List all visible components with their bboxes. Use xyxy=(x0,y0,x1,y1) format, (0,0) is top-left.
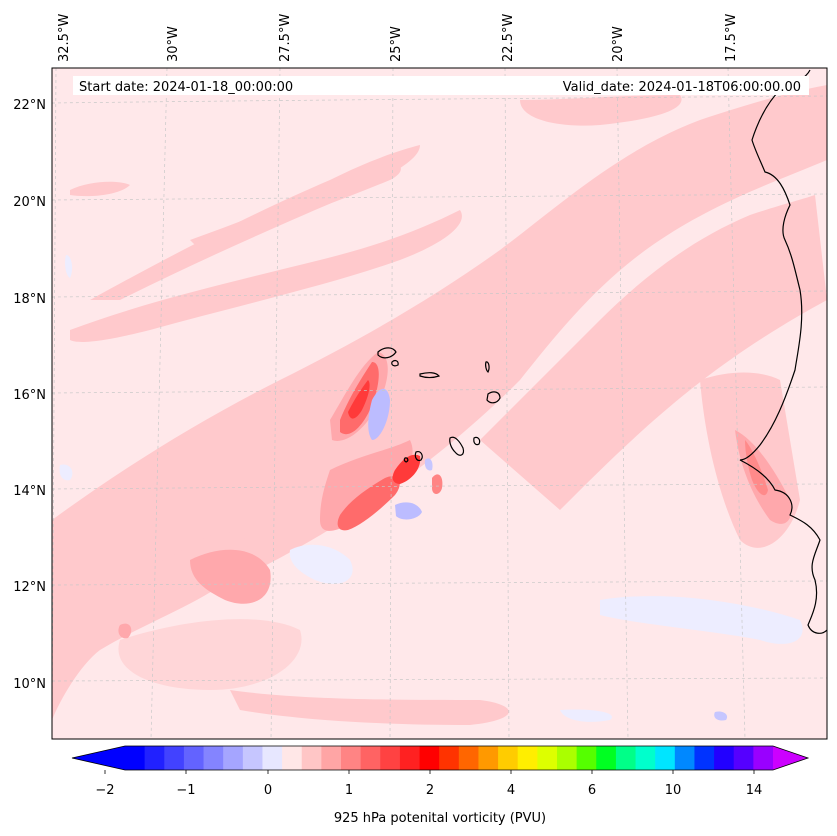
lon-label: 32.5°W xyxy=(57,14,72,62)
pv-contour-negative xyxy=(59,255,803,722)
island-santiago xyxy=(449,436,465,456)
colorbar-segment xyxy=(576,746,597,770)
colorbar-segment xyxy=(380,746,401,770)
lat-label: 20°N xyxy=(13,195,46,210)
lat-label: 10°N xyxy=(13,677,46,692)
colorbar-label: 925 hPa potenital vorticity (PVU) xyxy=(334,811,546,826)
colorbar-segment xyxy=(341,746,362,770)
lon-label: 30°W xyxy=(166,26,181,62)
colorbar-segment xyxy=(674,746,696,770)
colorbar-segment xyxy=(282,746,303,770)
map-panel xyxy=(52,68,827,739)
colorbar-segment xyxy=(557,746,578,770)
lon-label: 22.5°W xyxy=(501,14,516,62)
colorbar-segment xyxy=(733,746,754,770)
start-date-label: Start date: 2024-01-18_00:00:00 xyxy=(79,80,293,95)
colorbar-segment xyxy=(458,746,480,770)
colorbar-segment xyxy=(694,746,715,770)
colorbar-segment xyxy=(360,746,381,770)
longitude-labels: 32.5°W 30°W 27.5°W 25°W 22.5°W 20°W 17.5… xyxy=(57,14,739,62)
lon-label: 17.5°W xyxy=(724,14,739,62)
island-boa-vista xyxy=(486,391,501,404)
colorbar-under-arrow xyxy=(72,746,125,770)
colorbar-segment xyxy=(537,746,558,770)
lat-label: 22°N xyxy=(13,98,46,113)
colorbar-over-arrow xyxy=(773,746,808,770)
latitude-labels: 22°N 20°N 18°N 16°N 14°N 12°N 10°N xyxy=(13,98,46,692)
island-sao-vicente xyxy=(391,359,399,367)
map-frame xyxy=(51,67,828,740)
colorbar-tick-label: 2 xyxy=(426,783,434,798)
island-santo-antao xyxy=(377,347,397,359)
colorbar-segment xyxy=(144,746,165,770)
colorbar-segment xyxy=(321,746,342,770)
colorbar-segment xyxy=(399,746,421,770)
pv-contour-light-bands xyxy=(52,85,827,725)
colorbar-segment xyxy=(615,746,637,770)
colorbar-segment xyxy=(596,746,617,770)
colorbar-segment xyxy=(419,746,440,770)
map-gridlines xyxy=(52,68,827,739)
pv-contour-strong-cores xyxy=(337,362,768,531)
lat-label: 14°N xyxy=(13,484,46,499)
colorbar-tick-label: −2 xyxy=(95,783,114,798)
coast-west-africa xyxy=(739,69,827,634)
colorbar-segment xyxy=(439,746,460,770)
colorbar-tick-label: −1 xyxy=(176,783,195,798)
colorbar-segment xyxy=(517,746,538,770)
colorbar-segment xyxy=(498,746,519,770)
lon-label: 27.5°W xyxy=(278,14,293,62)
colorbar-tick-label: 4 xyxy=(507,783,515,798)
colorbar-segment xyxy=(753,746,774,770)
island-sao-nicolau xyxy=(419,372,440,379)
island-sal xyxy=(485,361,490,374)
colorbar-segment xyxy=(203,746,224,770)
lat-label: 16°N xyxy=(13,388,46,403)
colorbar-tick-label: 0 xyxy=(264,783,272,798)
colorbar-segment xyxy=(125,746,146,770)
colorbar-segment xyxy=(655,746,676,770)
colorbar-tick-label: 10 xyxy=(665,783,682,798)
header-box xyxy=(73,76,809,95)
colorbar-tick-label: 14 xyxy=(746,783,763,798)
colorbar-segment xyxy=(183,746,205,770)
colorbar-segment xyxy=(478,746,499,770)
colorbar-segment xyxy=(242,746,264,770)
colorbar-tick-label: 6 xyxy=(588,783,596,798)
colorbar-outline xyxy=(71,745,810,771)
colorbar-ticks: −2 −1 0 1 2 4 6 10 14 xyxy=(95,783,762,798)
lat-label: 18°N xyxy=(13,292,46,307)
valid-date-label: Valid_date: 2024-01-18T06:00:00.00 xyxy=(563,80,801,95)
colorbar-tick-label: 1 xyxy=(345,783,353,798)
lon-label: 20°W xyxy=(611,26,626,62)
colorbar-segment xyxy=(714,746,735,770)
colorbar-segment xyxy=(164,746,185,770)
coastlines xyxy=(377,69,827,634)
colorbar-segment xyxy=(223,746,244,770)
island-brava xyxy=(403,457,409,463)
island-maio xyxy=(473,436,481,446)
lon-label: 25°W xyxy=(389,26,404,62)
colorbar-segment xyxy=(635,746,656,770)
lat-label: 12°N xyxy=(13,580,46,595)
island-fogo xyxy=(414,451,423,462)
colorbar-segment xyxy=(301,746,322,770)
colorbar-segment xyxy=(262,746,283,770)
colorbar xyxy=(71,745,810,774)
